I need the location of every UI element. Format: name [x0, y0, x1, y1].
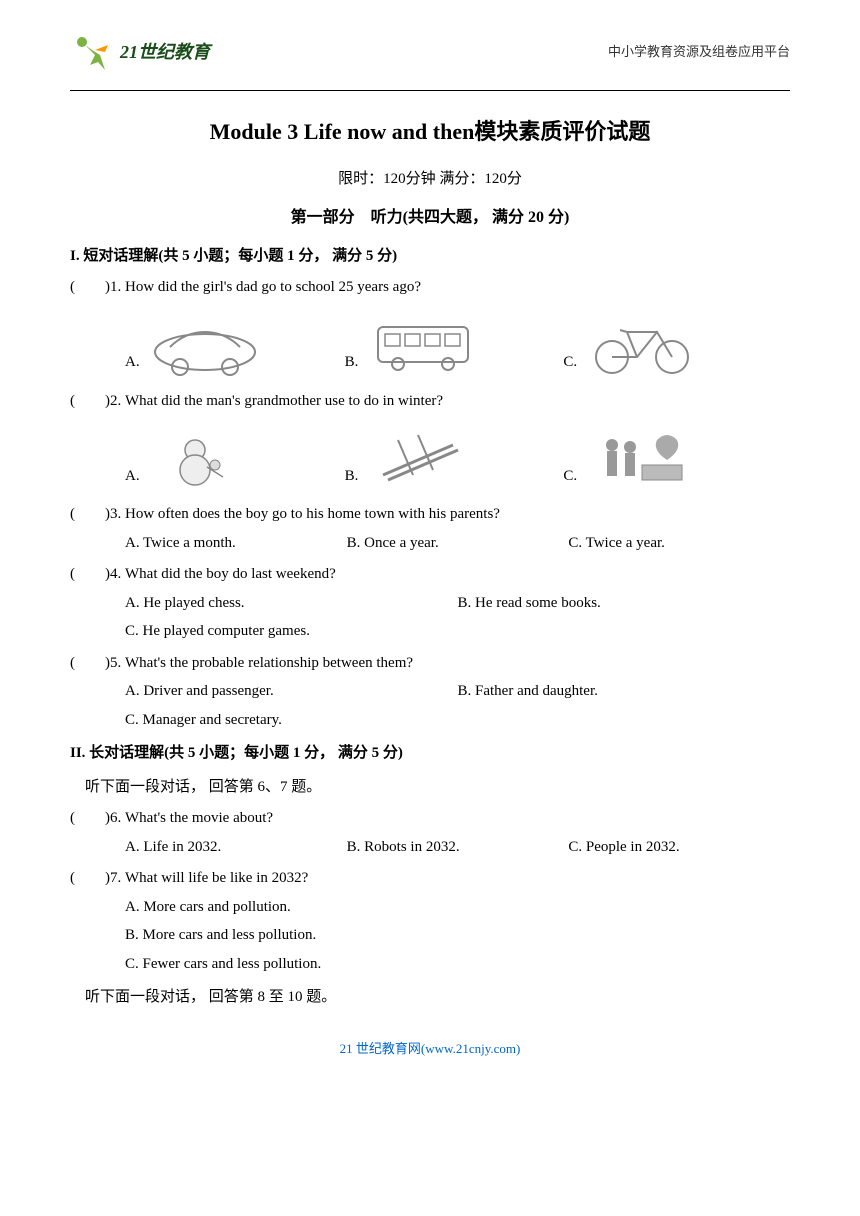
option-label: B.: [345, 348, 359, 377]
part1-title: 第一部分 听力(共四大题， 满分 20 分): [70, 203, 790, 233]
section1-title: I. 短对话理解(共 5 小题；每小题 1 分， 满分 5 分): [70, 242, 790, 271]
ski-icon: [363, 425, 483, 490]
question-text: What's the movie about?: [125, 804, 790, 833]
car-icon: [145, 312, 265, 377]
option-a: A. Twice a month.: [125, 529, 347, 558]
option-a: A.: [125, 425, 265, 490]
option-b: B.: [345, 312, 484, 377]
page-header: 21世纪教育 中小学教育资源及组卷应用平台: [70, 30, 790, 75]
option-b: B. Robots in 2032.: [347, 833, 569, 862]
instruction-2: 听下面一段对话， 回答第 8 至 10 题。: [70, 983, 790, 1012]
snowman-icon: [145, 425, 265, 490]
answer-bracket[interactable]: ( )7.: [70, 864, 125, 893]
option-b: B. More cars and less pollution.: [125, 927, 316, 943]
option-c: C. He played computer games.: [125, 623, 310, 639]
option-a: A. Life in 2032.: [125, 833, 347, 862]
bus-icon: [363, 312, 483, 377]
question-text: How did the girl's dad go to school 25 y…: [125, 273, 790, 302]
question-text: What did the man's grandmother use to do…: [125, 387, 790, 416]
question-1: ( )1. How did the girl's dad go to schoo…: [70, 273, 790, 377]
question-text: What's the probable relationship between…: [125, 649, 790, 678]
question-2: ( )2. What did the man's grandmother use…: [70, 387, 790, 491]
logo: 21世纪教育: [70, 30, 210, 75]
option-c: C.: [563, 312, 702, 377]
time-info: 限时：120分钟 满分：120分: [70, 165, 790, 194]
question-3: ( )3. How often does the boy go to his h…: [70, 500, 790, 557]
option-b: B. He read some books.: [458, 589, 791, 618]
question-text: How often does the boy go to his home to…: [125, 500, 790, 529]
option-label: A.: [125, 462, 140, 491]
answer-bracket[interactable]: ( )2.: [70, 387, 125, 416]
header-divider: [70, 90, 790, 91]
option-label: B.: [345, 462, 359, 491]
option-b: B.: [345, 425, 484, 490]
answer-bracket[interactable]: ( )5.: [70, 649, 125, 678]
option-label: C.: [563, 462, 577, 491]
option-label: C.: [563, 348, 577, 377]
people-park-icon: [582, 425, 702, 490]
logo-icon: [70, 30, 115, 75]
option-c: C. People in 2032.: [568, 833, 790, 862]
question-7: ( )7. What will life be like in 2032? A.…: [70, 864, 790, 978]
option-b: B. Once a year.: [347, 529, 569, 558]
section2-title: II. 长对话理解(共 5 小题；每小题 1 分， 满分 5 分): [70, 739, 790, 768]
bicycle-icon: [582, 312, 702, 377]
answer-bracket[interactable]: ( )1.: [70, 273, 125, 302]
question-text: What will life be like in 2032?: [125, 864, 790, 893]
option-c: C. Twice a year.: [568, 529, 790, 558]
question-6: ( )6. What's the movie about? A. Life in…: [70, 804, 790, 861]
answer-bracket[interactable]: ( )4.: [70, 560, 125, 589]
option-a: A. Driver and passenger.: [125, 677, 458, 706]
option-c: C. Manager and secretary.: [125, 712, 282, 728]
question-text: What did the boy do last weekend?: [125, 560, 790, 589]
main-title: Module 3 Life now and then模块素质评价试题: [70, 111, 790, 153]
option-a: A. More cars and pollution.: [125, 899, 291, 915]
header-subtitle: 中小学教育资源及组卷应用平台: [608, 40, 790, 65]
option-a: A. He played chess.: [125, 589, 458, 618]
question-4: ( )4. What did the boy do last weekend? …: [70, 560, 790, 646]
option-c: C. Fewer cars and less pollution.: [125, 956, 321, 972]
option-c: C.: [563, 425, 702, 490]
answer-bracket[interactable]: ( )3.: [70, 500, 125, 529]
logo-text: 21世纪教育: [120, 35, 210, 69]
answer-bracket[interactable]: ( )6.: [70, 804, 125, 833]
option-b: B. Father and daughter.: [458, 677, 791, 706]
option-label: A.: [125, 348, 140, 377]
instruction-1: 听下面一段对话， 回答第 6、7 题。: [70, 773, 790, 802]
footer: 21 世纪教育网(www.21cnjy.com): [70, 1037, 790, 1062]
question-5: ( )5. What's the probable relationship b…: [70, 649, 790, 735]
option-a: A.: [125, 312, 265, 377]
